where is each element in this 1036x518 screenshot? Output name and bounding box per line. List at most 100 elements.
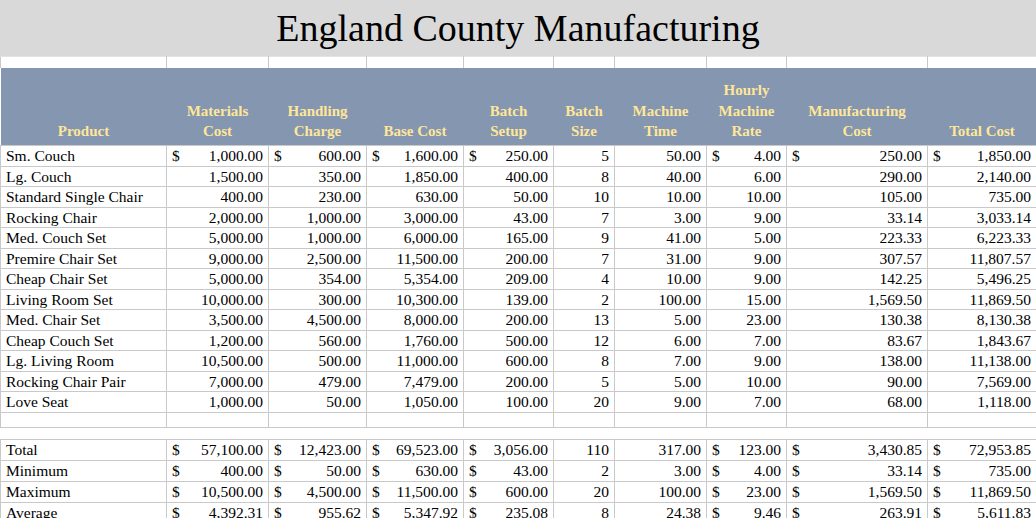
value-cell[interactable]: 9.00 xyxy=(707,207,787,228)
value-cell[interactable]: 6,000.00 xyxy=(367,228,464,249)
currency-cell[interactable]: $1,000.00 xyxy=(167,146,269,167)
value-cell[interactable]: 6.00 xyxy=(707,166,787,187)
currency-cell[interactable]: $23.00 xyxy=(707,481,787,502)
column-header-manufacturing-cost[interactable]: Manufacturing Cost xyxy=(787,68,928,146)
empty-cell[interactable] xyxy=(167,57,269,69)
value-cell[interactable]: 10.00 xyxy=(707,187,787,208)
value-cell[interactable]: 43.00 xyxy=(464,207,554,228)
product-cell[interactable]: Med. Couch Set xyxy=(1,228,167,249)
empty-cell[interactable] xyxy=(167,412,269,427)
value-cell[interactable]: 500.00 xyxy=(464,330,554,351)
value-cell[interactable]: 90.00 xyxy=(787,371,928,392)
value-cell[interactable]: 4,500.00 xyxy=(269,310,367,331)
value-cell[interactable]: 9.00 xyxy=(707,351,787,372)
column-header-total-cost[interactable]: Total Cost xyxy=(928,68,1036,146)
product-cell[interactable]: Cheap Couch Set xyxy=(1,330,167,351)
value-cell[interactable]: 1,760.00 xyxy=(367,330,464,351)
value-cell[interactable]: 100.00 xyxy=(464,392,554,413)
product-cell[interactable]: Sm. Couch xyxy=(1,146,167,167)
value-cell[interactable]: 110 xyxy=(554,439,615,460)
empty-cell[interactable] xyxy=(269,57,367,69)
currency-cell[interactable]: $69,523.00 xyxy=(367,439,464,460)
column-header-handling-charge[interactable]: Handling Charge xyxy=(269,68,367,146)
currency-cell[interactable]: $250.00 xyxy=(787,146,928,167)
value-cell[interactable]: 2 xyxy=(554,289,615,310)
empty-cell[interactable] xyxy=(615,412,707,427)
summary-label-cell[interactable]: Minimum xyxy=(1,460,167,481)
value-cell[interactable]: 300.00 xyxy=(269,289,367,310)
value-cell[interactable]: 33.14 xyxy=(787,207,928,228)
value-cell[interactable]: 7,000.00 xyxy=(167,371,269,392)
currency-cell[interactable]: $955.62 xyxy=(269,502,367,518)
value-cell[interactable]: 2,000.00 xyxy=(167,207,269,228)
value-cell[interactable]: 307.57 xyxy=(787,248,928,269)
product-cell[interactable]: Lg. Living Room xyxy=(1,351,167,372)
value-cell[interactable]: 5,354.00 xyxy=(367,269,464,290)
value-cell[interactable]: 40.00 xyxy=(615,166,707,187)
product-cell[interactable]: Rocking Chair Pair xyxy=(1,371,167,392)
value-cell[interactable]: 5.00 xyxy=(707,228,787,249)
currency-cell[interactable]: $600.00 xyxy=(269,146,367,167)
value-cell[interactable]: 50.00 xyxy=(269,392,367,413)
summary-label-cell[interactable]: Total xyxy=(1,439,167,460)
value-cell[interactable]: 138.00 xyxy=(787,351,928,372)
value-cell[interactable]: 50.00 xyxy=(615,146,707,167)
currency-cell[interactable]: $57,100.00 xyxy=(167,439,269,460)
value-cell[interactable]: 400.00 xyxy=(464,166,554,187)
empty-cell[interactable] xyxy=(1,57,167,69)
value-cell[interactable]: 479.00 xyxy=(269,371,367,392)
currency-cell[interactable]: $11,869.50 xyxy=(928,481,1036,502)
value-cell[interactable]: 4 xyxy=(554,269,615,290)
value-cell[interactable]: 11,807.57 xyxy=(928,248,1036,269)
value-cell[interactable]: 8 xyxy=(554,166,615,187)
value-cell[interactable]: 1,118.00 xyxy=(928,392,1036,413)
currency-cell[interactable]: $235.08 xyxy=(464,502,554,518)
value-cell[interactable]: 7.00 xyxy=(615,351,707,372)
value-cell[interactable]: 7,479.00 xyxy=(367,371,464,392)
value-cell[interactable]: 11,000.00 xyxy=(367,351,464,372)
currency-cell[interactable]: $4,392.31 xyxy=(167,502,269,518)
value-cell[interactable]: 3.00 xyxy=(615,460,707,481)
value-cell[interactable]: 68.00 xyxy=(787,392,928,413)
value-cell[interactable]: 2,500.00 xyxy=(269,248,367,269)
currency-cell[interactable]: $4.00 xyxy=(707,146,787,167)
value-cell[interactable]: 5 xyxy=(554,371,615,392)
value-cell[interactable]: 5.00 xyxy=(615,371,707,392)
value-cell[interactable]: 200.00 xyxy=(464,371,554,392)
empty-cell[interactable] xyxy=(707,57,787,69)
empty-cell[interactable] xyxy=(367,412,464,427)
value-cell[interactable]: 10.00 xyxy=(707,371,787,392)
currency-cell[interactable]: $600.00 xyxy=(464,481,554,502)
value-cell[interactable]: 23.00 xyxy=(707,310,787,331)
currency-cell[interactable]: $123.00 xyxy=(707,439,787,460)
value-cell[interactable]: 3,500.00 xyxy=(167,310,269,331)
currency-cell[interactable]: $263.91 xyxy=(787,502,928,518)
value-cell[interactable]: 20 xyxy=(554,481,615,502)
value-cell[interactable]: 1,000.00 xyxy=(269,207,367,228)
value-cell[interactable]: 83.67 xyxy=(787,330,928,351)
currency-cell[interactable]: $3,430.85 xyxy=(787,439,928,460)
value-cell[interactable]: 20 xyxy=(554,392,615,413)
currency-cell[interactable]: $72,953.85 xyxy=(928,439,1036,460)
empty-cell[interactable] xyxy=(367,57,464,69)
value-cell[interactable]: 105.00 xyxy=(787,187,928,208)
product-cell[interactable]: Lg. Couch xyxy=(1,166,167,187)
value-cell[interactable]: 3,000.00 xyxy=(367,207,464,228)
empty-cell[interactable] xyxy=(787,412,928,427)
value-cell[interactable]: 6.00 xyxy=(615,330,707,351)
value-cell[interactable]: 6,223.33 xyxy=(928,228,1036,249)
value-cell[interactable]: 10 xyxy=(554,187,615,208)
currency-cell[interactable]: $12,423.00 xyxy=(269,439,367,460)
value-cell[interactable]: 1,850.00 xyxy=(367,166,464,187)
empty-cell[interactable] xyxy=(615,57,707,69)
value-cell[interactable]: 9 xyxy=(554,228,615,249)
value-cell[interactable]: 290.00 xyxy=(787,166,928,187)
column-header-hourly-machine-rate[interactable]: Hourly Machine Rate xyxy=(707,68,787,146)
value-cell[interactable]: 10,300.00 xyxy=(367,289,464,310)
empty-cell[interactable] xyxy=(269,412,367,427)
value-cell[interactable]: 2,140.00 xyxy=(928,166,1036,187)
value-cell[interactable]: 5,496.25 xyxy=(928,269,1036,290)
value-cell[interactable]: 230.00 xyxy=(269,187,367,208)
summary-label-cell[interactable]: Maximum xyxy=(1,481,167,502)
value-cell[interactable]: 3.00 xyxy=(615,207,707,228)
